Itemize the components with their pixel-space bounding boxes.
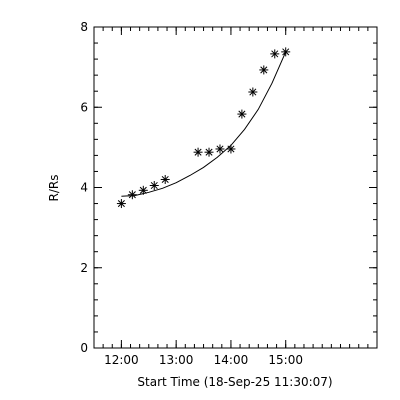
data-point-marker bbox=[237, 109, 247, 119]
fit-curve bbox=[121, 51, 287, 197]
y-tick-label: 8 bbox=[80, 20, 88, 34]
data-point-marker bbox=[127, 190, 137, 200]
data-markers bbox=[116, 47, 291, 209]
y-axis-label: R/Rs bbox=[47, 175, 61, 202]
x-tick-label: 12:00 bbox=[104, 353, 139, 367]
plot-frame bbox=[93, 26, 378, 349]
data-point-marker bbox=[281, 47, 291, 57]
data-point-marker bbox=[259, 65, 269, 75]
x-tick-label: 14:00 bbox=[214, 353, 249, 367]
y-tick-label: 0 bbox=[80, 341, 88, 355]
data-point-marker bbox=[215, 144, 225, 154]
data-point-marker bbox=[160, 174, 170, 184]
y-tick-label: 2 bbox=[80, 261, 88, 275]
y-tick-label: 6 bbox=[80, 100, 88, 114]
data-point-marker bbox=[149, 180, 159, 190]
data-point-marker bbox=[270, 49, 280, 59]
y-axis: 0 2 4 6 8 bbox=[80, 20, 377, 355]
x-tick-label: 15:00 bbox=[268, 353, 303, 367]
data-point-marker bbox=[226, 144, 236, 154]
data-point-marker bbox=[204, 147, 214, 157]
x-axis: 12:00 13:00 14:00 15:00 bbox=[93, 27, 378, 367]
data-point-marker bbox=[248, 87, 258, 97]
data-point-marker bbox=[116, 199, 126, 209]
y-tick-label: 4 bbox=[80, 181, 88, 195]
data-point-marker bbox=[193, 147, 203, 157]
x-axis-label: Start Time (18-Sep-25 11:30:07) bbox=[137, 375, 332, 389]
x-tick-label: 13:00 bbox=[159, 353, 194, 367]
data-point-marker bbox=[138, 185, 148, 195]
